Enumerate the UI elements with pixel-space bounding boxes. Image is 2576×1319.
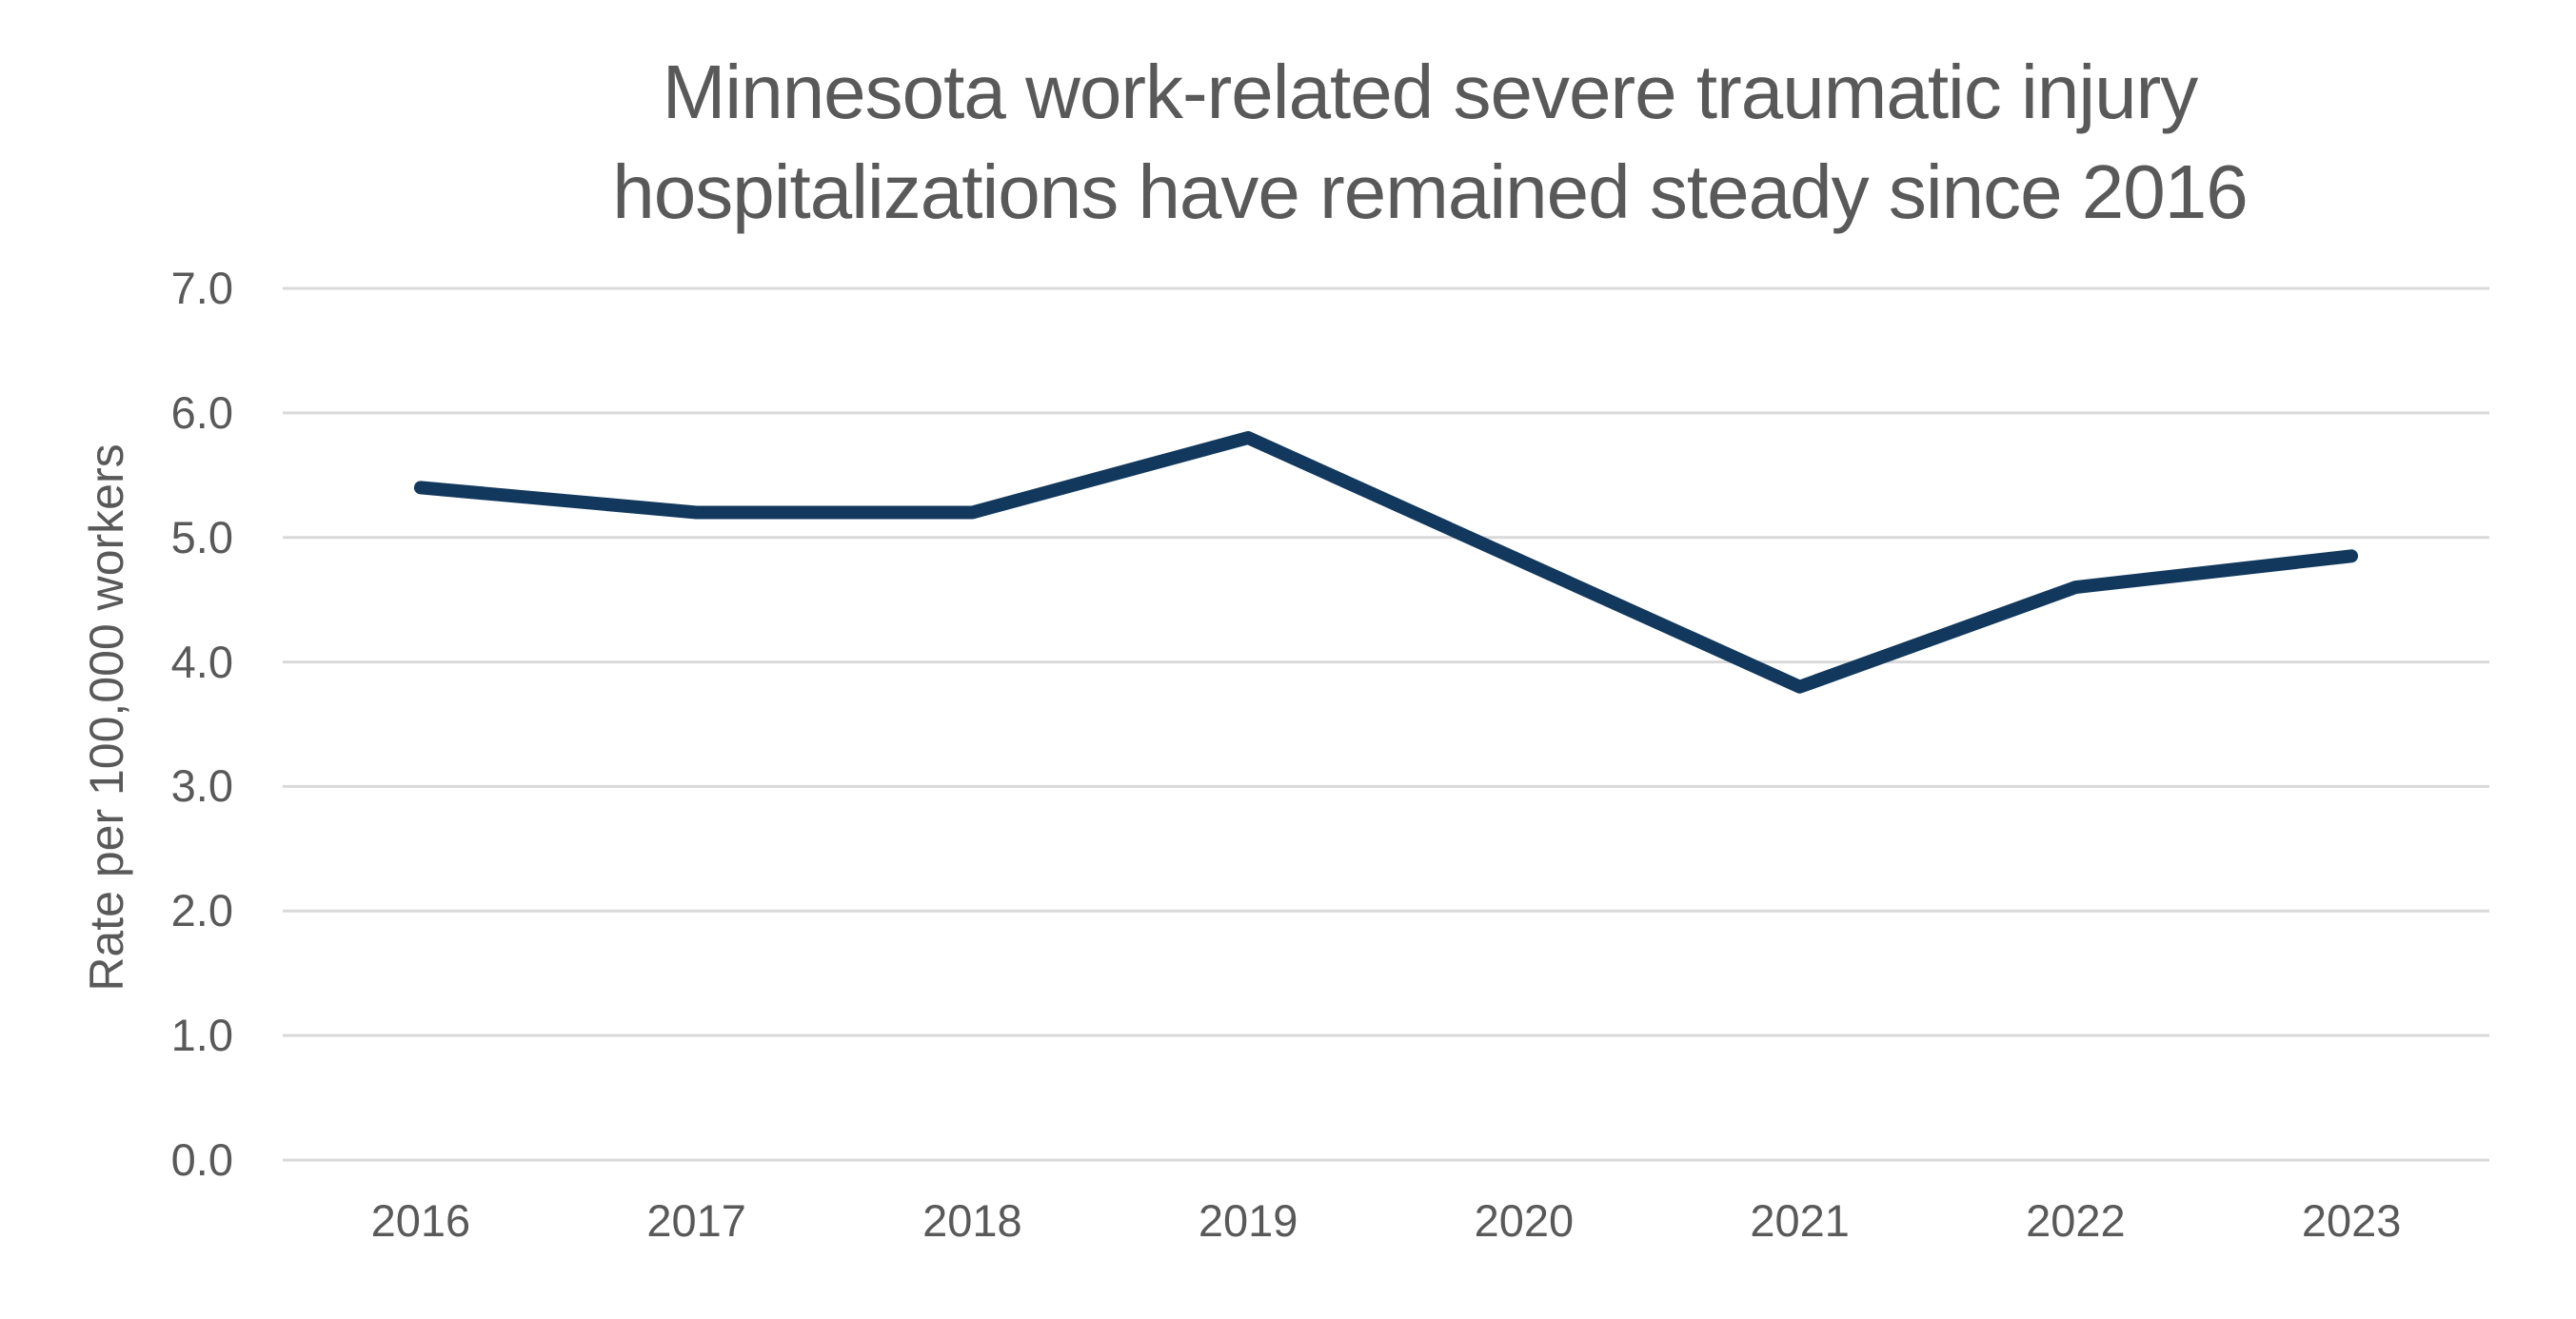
x-tick-label: 2021 — [1750, 1195, 1850, 1246]
chart-title: Minnesota work-related severe traumatic … — [286, 42, 2574, 242]
x-tick-label: 2018 — [922, 1195, 1022, 1246]
x-tick-label: 2019 — [1198, 1195, 1298, 1246]
y-tick-label: 0.0 — [170, 1134, 233, 1185]
y-tick-label: 4.0 — [170, 636, 233, 687]
series-line — [413, 431, 2359, 694]
y-tick-label: 7.0 — [170, 263, 233, 313]
x-tick-label: 2020 — [1474, 1195, 1575, 1246]
x-tick-label: 2023 — [2301, 1195, 2402, 1246]
chart-title-line-1: Minnesota work-related severe traumatic … — [662, 49, 2198, 134]
x-tick-label: 2017 — [646, 1195, 746, 1246]
x-tick-label: 2022 — [2026, 1195, 2126, 1246]
y-tick-label: 5.0 — [170, 511, 233, 562]
y-tick-label: 2.0 — [170, 885, 233, 936]
x-tick-label: 2016 — [370, 1195, 471, 1246]
y-tick-label: 6.0 — [170, 386, 233, 438]
y-tick-label: 1.0 — [170, 1010, 233, 1061]
chart-title-line-2: hospitalizations have remained steady si… — [612, 149, 2249, 234]
y-tick-label: 3.0 — [170, 760, 233, 812]
gridlines — [283, 286, 2489, 1162]
